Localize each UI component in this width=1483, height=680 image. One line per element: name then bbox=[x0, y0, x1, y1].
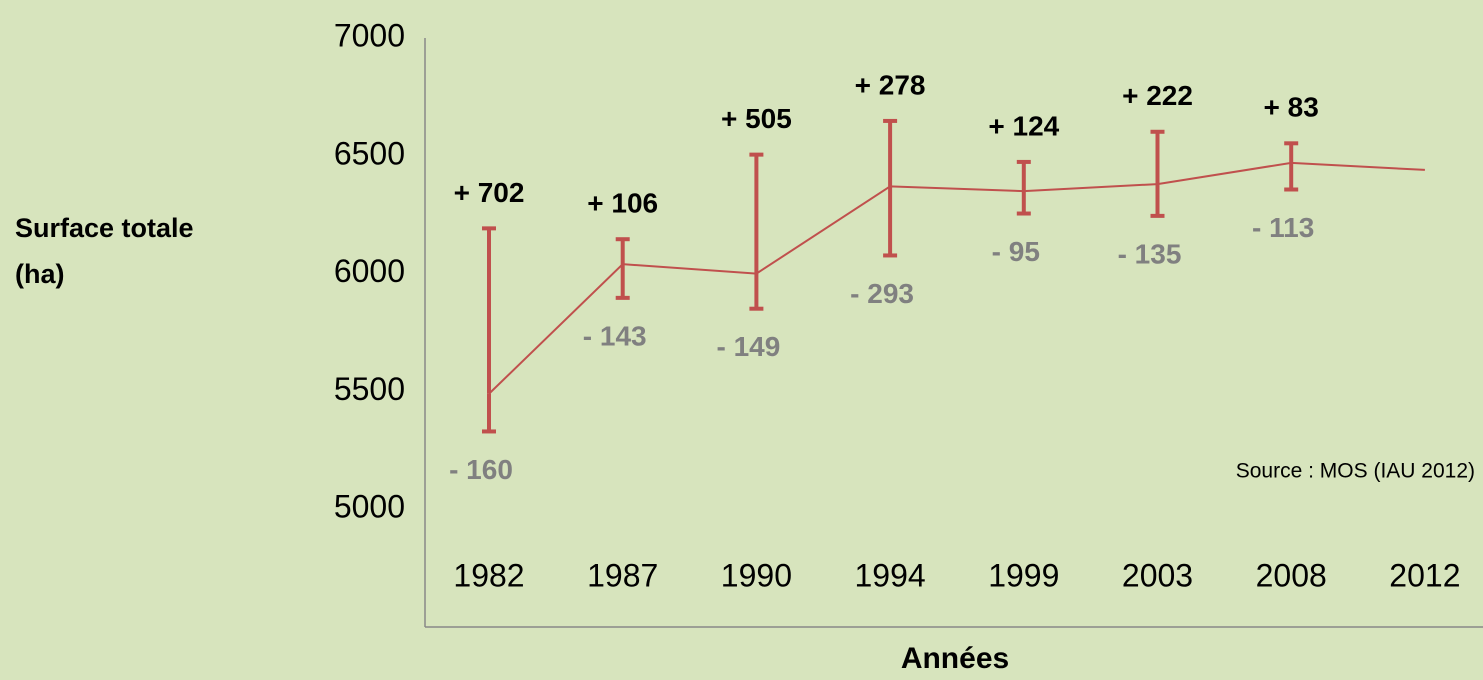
error-minus-label: - 113 bbox=[1252, 212, 1314, 243]
x-tick-label: 1987 bbox=[587, 557, 658, 593]
error-plus-label: + 702 bbox=[454, 177, 525, 208]
y-tick-label: 6000 bbox=[334, 253, 405, 289]
error-minus-label: - 135 bbox=[1118, 238, 1182, 269]
x-tick-label: 2008 bbox=[1256, 557, 1327, 593]
x-axis-title: Années bbox=[901, 642, 1009, 675]
x-tick-label: 1990 bbox=[721, 557, 792, 593]
y-tick-label: 5000 bbox=[334, 489, 405, 525]
x-tick-label: 1982 bbox=[453, 557, 524, 593]
error-minus-label: - 160 bbox=[449, 454, 513, 485]
x-tick-label: 2012 bbox=[1389, 557, 1460, 593]
error-plus-label: + 106 bbox=[587, 188, 658, 219]
y-tick-label: 7000 bbox=[334, 17, 405, 53]
error-plus-label: + 505 bbox=[721, 103, 792, 134]
line bbox=[488, 161, 1425, 395]
x-tick-label: 1999 bbox=[988, 557, 1059, 593]
error-minus-label: - 95 bbox=[992, 236, 1040, 267]
x-tick-label: 2003 bbox=[1122, 557, 1193, 593]
y-tick-label: 6500 bbox=[334, 135, 405, 171]
error-plus-label: + 222 bbox=[1122, 80, 1193, 111]
error-plus-label: + 124 bbox=[988, 110, 1059, 141]
y-axis-title: Surface totale (ha) bbox=[15, 213, 194, 289]
error-minus-label: - 143 bbox=[583, 320, 647, 351]
error-minus-label: - 293 bbox=[850, 278, 914, 309]
x-tick-label: 1994 bbox=[855, 557, 926, 593]
y-tick-label: 5500 bbox=[334, 371, 405, 407]
source-note: Source : MOS (IAU 2012) bbox=[1236, 460, 1475, 483]
error-minus-label: - 149 bbox=[716, 331, 780, 362]
error-plus-label: + 278 bbox=[855, 69, 926, 100]
error-plus-label: + 83 bbox=[1264, 92, 1319, 123]
